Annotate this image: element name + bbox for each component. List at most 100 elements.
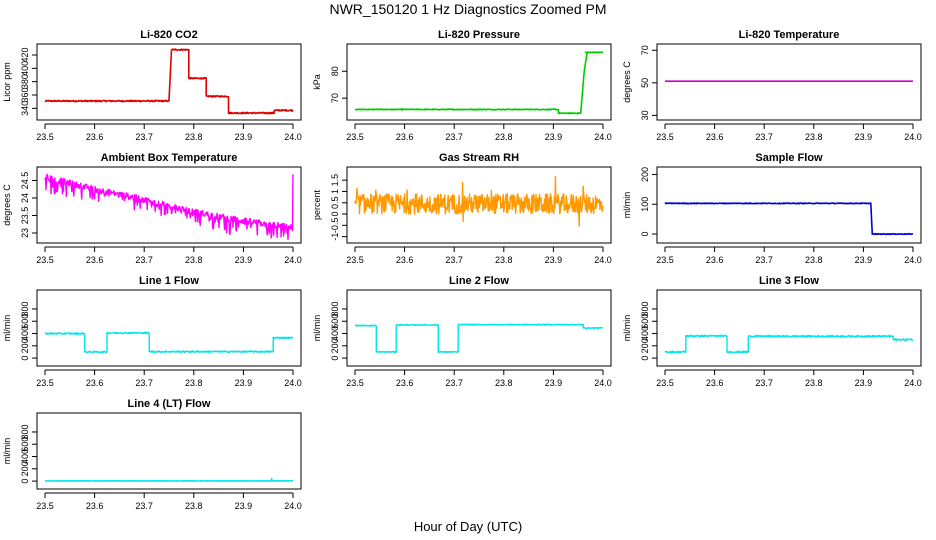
y-tick-label: 800 <box>640 301 650 316</box>
series-line-line4 <box>44 477 294 482</box>
y-tick-label: 400 <box>20 61 30 76</box>
x-tick-label: 24.0 <box>904 255 922 265</box>
x-tick-label: 24.0 <box>284 501 302 511</box>
y-axis-label: degrees C <box>2 184 12 226</box>
series-line-line2 <box>354 323 604 354</box>
y-tick-label: 600 <box>640 314 650 329</box>
x-tick-label: 23.8 <box>185 132 203 142</box>
y-tick-label: 24.5 <box>20 172 30 190</box>
y-tick-label: 200 <box>330 338 340 353</box>
y-axis-label: ml/min <box>622 192 632 219</box>
panel-title: Li-820 CO2 <box>140 29 197 41</box>
plot-frame <box>656 43 922 121</box>
x-tick-label: 24.0 <box>284 255 302 265</box>
series-line-line1 <box>44 331 294 354</box>
x-tick-label: 23.9 <box>235 378 253 388</box>
x-tick-label: 23.9 <box>235 501 253 511</box>
x-tick-label: 23.6 <box>706 255 724 265</box>
y-axis-label: ml/min <box>622 315 632 342</box>
panel-box_temp: Ambient Box Temperature degrees C 23 23.5 24… <box>2 152 302 265</box>
x-tick-label: 23.8 <box>185 378 203 388</box>
x-tick-label: 24.0 <box>284 378 302 388</box>
x-tick-label: 23.9 <box>855 378 873 388</box>
panel-title: Li-820 Pressure <box>438 29 520 41</box>
x-tick-label: 23.7 <box>135 255 153 265</box>
y-tick-label: 23.5 <box>20 207 30 225</box>
y-tick-label: 80 <box>330 66 340 76</box>
x-tick-label: 23.9 <box>545 255 563 265</box>
y-tick-label: 0 <box>330 212 340 217</box>
x-tick-label: 23.9 <box>545 132 563 142</box>
y-axis-label: ml/min <box>312 315 322 342</box>
y-tick-label: 400 <box>20 326 30 341</box>
y-tick-label: 200 <box>640 338 650 353</box>
x-tick-label: 23.7 <box>755 378 773 388</box>
x-tick-label: 24.0 <box>594 255 612 265</box>
series-line-rh <box>354 175 604 227</box>
figure-x-axis-label: Hour of Day (UTC) <box>414 519 522 534</box>
y-tick-label: 800 <box>330 301 340 316</box>
x-tick-label: 24.0 <box>594 132 612 142</box>
y-tick-label: 600 <box>330 314 340 329</box>
plot-frame <box>656 166 922 244</box>
x-tick-label: 23.5 <box>36 132 54 142</box>
x-tick-label: 23.8 <box>185 255 203 265</box>
x-tick-label: 23.6 <box>706 132 724 142</box>
panel-title: Line 1 Flow <box>139 275 199 287</box>
x-tick-label: 23.5 <box>346 255 364 265</box>
y-tick-label: -1 <box>330 233 340 241</box>
panel-pressure: Li-820 Pressure kPa 70 80 23.5 23.6 23.7 23.8 23… <box>312 29 612 142</box>
y-tick-label: 0 <box>20 479 30 484</box>
y-axis-label: degrees C <box>622 61 632 103</box>
y-tick-label: 800 <box>20 301 30 316</box>
y-tick-label: 0 <box>640 356 650 361</box>
series-line-co2 <box>44 48 294 115</box>
series-line-box_temp <box>44 173 294 240</box>
plot-frame <box>36 43 302 121</box>
y-tick-label: 100 <box>640 197 650 212</box>
x-tick-label: 23.5 <box>346 378 364 388</box>
x-tick-label: 23.5 <box>656 255 674 265</box>
y-tick-label: 0 <box>330 356 340 361</box>
x-tick-label: 23.8 <box>495 378 513 388</box>
y-tick-label: -0.5 <box>330 218 340 234</box>
x-tick-label: 23.9 <box>855 132 873 142</box>
x-tick-label: 23.6 <box>706 378 724 388</box>
y-tick-label: 23 <box>20 228 30 238</box>
series-line-line3 <box>664 334 914 354</box>
panel-title: Gas Stream RH <box>439 152 519 164</box>
y-axis-label: percent <box>312 189 322 220</box>
y-tick-label: 0 <box>20 356 30 361</box>
panel-title: Sample Flow <box>755 152 823 164</box>
x-tick-label: 23.7 <box>755 255 773 265</box>
y-axis-label: kPa <box>312 74 322 90</box>
y-axis-label: Licor ppm <box>2 62 12 102</box>
x-tick-label: 24.0 <box>904 378 922 388</box>
x-tick-label: 23.7 <box>135 378 153 388</box>
y-tick-label: 360 <box>20 87 30 102</box>
x-tick-label: 23.5 <box>346 132 364 142</box>
x-tick-label: 23.6 <box>86 378 104 388</box>
y-tick-label: 70 <box>330 93 340 103</box>
panel-licor_temp: Li-820 Temperature degrees C 30 50 70 23.5 23.… <box>622 29 922 142</box>
y-tick-label: 0.5 <box>330 196 340 209</box>
y-tick-label: 400 <box>640 326 650 341</box>
panel-title: Ambient Box Temperature <box>101 152 238 164</box>
x-tick-label: 23.6 <box>86 132 104 142</box>
x-tick-label: 23.5 <box>656 378 674 388</box>
x-tick-label: 23.6 <box>396 378 414 388</box>
x-tick-label: 24.0 <box>284 132 302 142</box>
y-tick-label: 200 <box>640 167 650 182</box>
y-tick-label: 800 <box>20 424 30 439</box>
y-axis-label: ml/min <box>2 438 12 465</box>
y-tick-label: 30 <box>640 110 650 120</box>
y-tick-label: 380 <box>20 74 30 89</box>
series-line-sample_flow <box>664 202 914 236</box>
x-tick-label: 23.9 <box>235 255 253 265</box>
panel-title: Line 2 Flow <box>449 275 509 287</box>
